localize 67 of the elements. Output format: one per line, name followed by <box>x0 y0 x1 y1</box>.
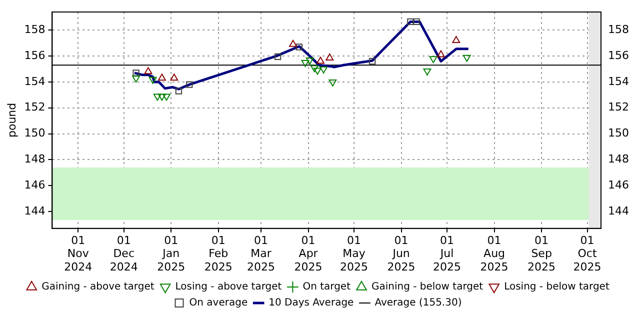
y-tick-label: 148 <box>24 152 46 166</box>
point <box>462 54 471 62</box>
x-tick-label: 01 Sep 2025 <box>528 234 556 274</box>
y-axis-title: pound <box>5 102 18 138</box>
y-tick-label: 146 <box>24 178 46 192</box>
legend-label: Gaining - above target <box>42 282 154 293</box>
point <box>320 66 328 74</box>
x-tick-label: 01 Mar 2025 <box>247 234 276 274</box>
legend-label: On average <box>189 298 248 309</box>
point <box>148 76 157 84</box>
point <box>144 67 152 74</box>
point <box>162 94 170 101</box>
point <box>296 44 302 50</box>
point <box>369 58 376 65</box>
y2-tick-label: 154 <box>608 74 630 88</box>
point <box>326 54 334 60</box>
point <box>132 70 140 76</box>
x-tick-label: 01 Nov 2024 <box>64 234 92 274</box>
legend-label: On target <box>302 282 351 293</box>
point <box>186 81 193 88</box>
legend-label: Losing - above target <box>175 282 282 293</box>
point <box>158 74 166 81</box>
legend-label: Gaining - below target <box>371 282 484 293</box>
x-tick-label: 01 Oct 2025 <box>573 234 602 274</box>
y-tick-label: 154 <box>24 74 46 88</box>
y-tick-label: 150 <box>24 126 46 140</box>
y2-tick-label: 150 <box>608 126 630 140</box>
y-tick-label: 144 <box>24 204 46 218</box>
x-tick-label: 01 Jun 2025 <box>387 234 416 274</box>
point <box>436 50 445 58</box>
point <box>328 79 337 86</box>
point <box>132 76 140 83</box>
point <box>452 36 460 44</box>
y2-tick-label: 146 <box>608 178 630 192</box>
x-tick-label: 01 May 2025 <box>340 234 368 274</box>
x-tick-label: 01 Jan 2025 <box>157 234 186 274</box>
point <box>306 57 314 64</box>
point <box>313 68 322 75</box>
legend-label: Average (155.30) <box>374 298 462 309</box>
point <box>289 40 298 47</box>
y2-tick-label: 148 <box>608 152 630 166</box>
point <box>170 74 178 81</box>
legend-label: Losing - below target <box>504 282 610 293</box>
x-tick-label: 01 Apr 2025 <box>294 234 322 274</box>
x-tick-label: 01 Feb 2025 <box>204 234 232 274</box>
y-tick-label: 152 <box>24 100 46 114</box>
point <box>301 60 310 68</box>
y-tick-label: 156 <box>24 48 46 62</box>
point <box>407 18 414 26</box>
x-tick-label: 01 Aug 2025 <box>480 234 508 274</box>
point <box>413 18 420 26</box>
y2-tick-label: 156 <box>608 48 630 62</box>
y2-tick-label: 158 <box>608 23 630 36</box>
x-tick-label: 01 Jul 2025 <box>433 234 462 274</box>
x-tick-label: 01 Dec 2024 <box>110 234 138 274</box>
point <box>316 56 324 64</box>
y2-tick-label: 152 <box>608 100 630 114</box>
point <box>310 65 318 72</box>
y-tick-label: 158 <box>24 23 46 36</box>
point <box>429 56 438 64</box>
legend-label: 10 Days Average <box>268 298 354 309</box>
point <box>158 94 166 101</box>
point <box>423 68 432 76</box>
point <box>274 53 282 60</box>
y2-tick-label: 144 <box>608 204 630 218</box>
point <box>153 94 162 101</box>
point <box>175 88 182 94</box>
